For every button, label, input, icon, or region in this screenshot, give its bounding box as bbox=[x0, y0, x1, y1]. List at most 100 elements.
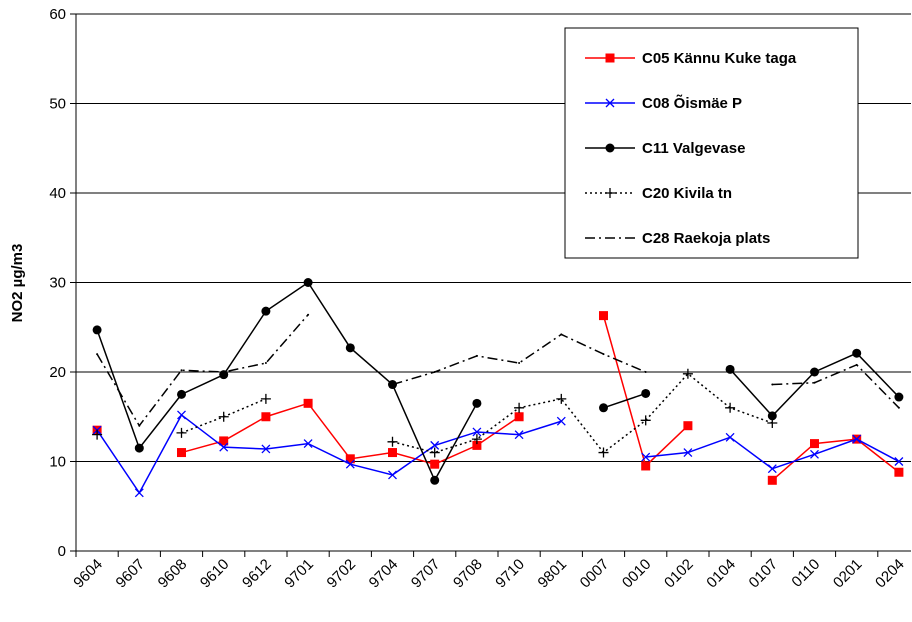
marker bbox=[345, 454, 355, 464]
marker bbox=[176, 427, 187, 438]
marker bbox=[345, 343, 355, 353]
marker bbox=[852, 434, 862, 444]
x-tick-label: 9608 bbox=[155, 556, 191, 592]
series-line bbox=[96, 413, 900, 495]
marker bbox=[641, 388, 651, 398]
marker bbox=[303, 398, 313, 408]
point bbox=[96, 353, 99, 356]
marker bbox=[556, 416, 566, 426]
marker bbox=[640, 415, 651, 426]
marker bbox=[605, 98, 615, 108]
marker bbox=[810, 449, 819, 459]
point bbox=[138, 424, 141, 427]
marker bbox=[387, 436, 398, 447]
y-tick-label: 20 bbox=[49, 364, 66, 381]
x-tick-label: 0104 bbox=[703, 556, 739, 592]
point bbox=[307, 313, 310, 316]
marker bbox=[767, 475, 777, 485]
marker bbox=[767, 464, 777, 474]
y-tick-label: 50 bbox=[49, 96, 66, 113]
x-tick-label: 9610 bbox=[197, 556, 233, 592]
x-tick-label: 9701 bbox=[281, 556, 317, 592]
marker bbox=[725, 402, 736, 413]
marker bbox=[605, 53, 615, 63]
marker bbox=[219, 442, 229, 452]
marker bbox=[641, 452, 651, 462]
marker bbox=[219, 436, 229, 446]
marker bbox=[261, 412, 271, 422]
marker bbox=[767, 411, 777, 421]
point bbox=[855, 363, 858, 366]
legend-label: C05 Kännu Kuke taga bbox=[642, 50, 797, 67]
legend-label: C08 Õismäe P bbox=[642, 94, 742, 112]
legend-label: C11 Valgevase bbox=[642, 140, 745, 157]
marker bbox=[725, 432, 735, 442]
marker bbox=[388, 448, 397, 458]
marker bbox=[767, 418, 778, 429]
x-tick-label: 0102 bbox=[661, 556, 697, 592]
point bbox=[560, 333, 563, 336]
marker bbox=[134, 443, 144, 453]
marker bbox=[605, 143, 615, 153]
point bbox=[475, 354, 478, 357]
marker bbox=[430, 459, 440, 469]
marker bbox=[598, 447, 609, 458]
marker bbox=[599, 311, 608, 321]
x-tick-label: 9702 bbox=[324, 556, 360, 592]
marker bbox=[177, 389, 186, 399]
marker bbox=[303, 278, 313, 287]
marker bbox=[556, 393, 567, 404]
marker bbox=[514, 430, 524, 440]
marker bbox=[894, 467, 904, 477]
x-tick-label: 0110 bbox=[788, 556, 823, 591]
marker bbox=[852, 348, 862, 358]
y-tick-label: 60 bbox=[49, 6, 66, 23]
y-tick-label: 40 bbox=[49, 185, 66, 202]
point bbox=[897, 406, 900, 409]
marker bbox=[261, 444, 271, 454]
marker bbox=[260, 393, 271, 404]
point bbox=[602, 353, 605, 356]
x-tick-label: 0201 bbox=[830, 556, 866, 592]
marker bbox=[894, 392, 904, 402]
marker bbox=[177, 448, 186, 458]
marker bbox=[514, 402, 525, 413]
legend-label: C20 Kivila tn bbox=[642, 185, 732, 202]
point bbox=[644, 371, 647, 373]
x-tick-label: 0107 bbox=[746, 556, 782, 592]
x-tick-label: 9607 bbox=[113, 556, 149, 592]
marker bbox=[472, 427, 482, 437]
marker bbox=[430, 440, 440, 450]
point bbox=[771, 383, 774, 386]
marker bbox=[219, 370, 229, 380]
legend-label: C28 Raekoja plats bbox=[642, 230, 770, 247]
point bbox=[391, 383, 394, 386]
x-tick-label: 9710 bbox=[492, 556, 528, 592]
marker bbox=[683, 448, 693, 458]
marker bbox=[471, 434, 482, 445]
marker bbox=[641, 461, 651, 471]
marker bbox=[683, 421, 693, 431]
series-line bbox=[96, 281, 900, 482]
marker bbox=[388, 470, 397, 480]
marker bbox=[599, 403, 608, 413]
y-axis-label: NO2 µg/m3 bbox=[9, 244, 26, 323]
marker bbox=[134, 488, 144, 498]
y-tick-label: 30 bbox=[49, 275, 66, 292]
point bbox=[813, 381, 816, 384]
x-tick-label: 9801 bbox=[535, 556, 571, 592]
marker bbox=[725, 364, 735, 374]
point bbox=[264, 362, 267, 365]
y-tick-label: 0 bbox=[58, 543, 66, 560]
marker bbox=[472, 440, 482, 450]
marker bbox=[345, 459, 355, 469]
marker bbox=[303, 439, 313, 449]
marker bbox=[429, 447, 440, 458]
x-tick-label: 0204 bbox=[872, 556, 908, 592]
marker bbox=[605, 188, 615, 198]
marker bbox=[430, 475, 440, 485]
x-tick-label: 0010 bbox=[619, 556, 655, 592]
marker bbox=[218, 411, 229, 422]
marker bbox=[92, 325, 102, 335]
x-tick-label: 9707 bbox=[408, 556, 444, 592]
